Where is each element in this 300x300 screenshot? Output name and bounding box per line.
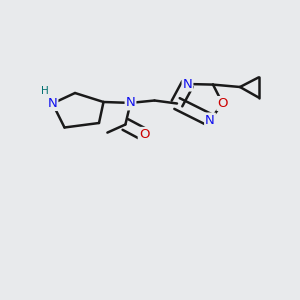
Text: O: O	[217, 97, 228, 110]
Text: N: N	[205, 113, 215, 127]
Text: O: O	[139, 128, 149, 141]
Text: N: N	[48, 97, 57, 110]
Text: H: H	[41, 86, 49, 97]
Text: N: N	[126, 96, 135, 110]
Text: N: N	[183, 77, 192, 91]
